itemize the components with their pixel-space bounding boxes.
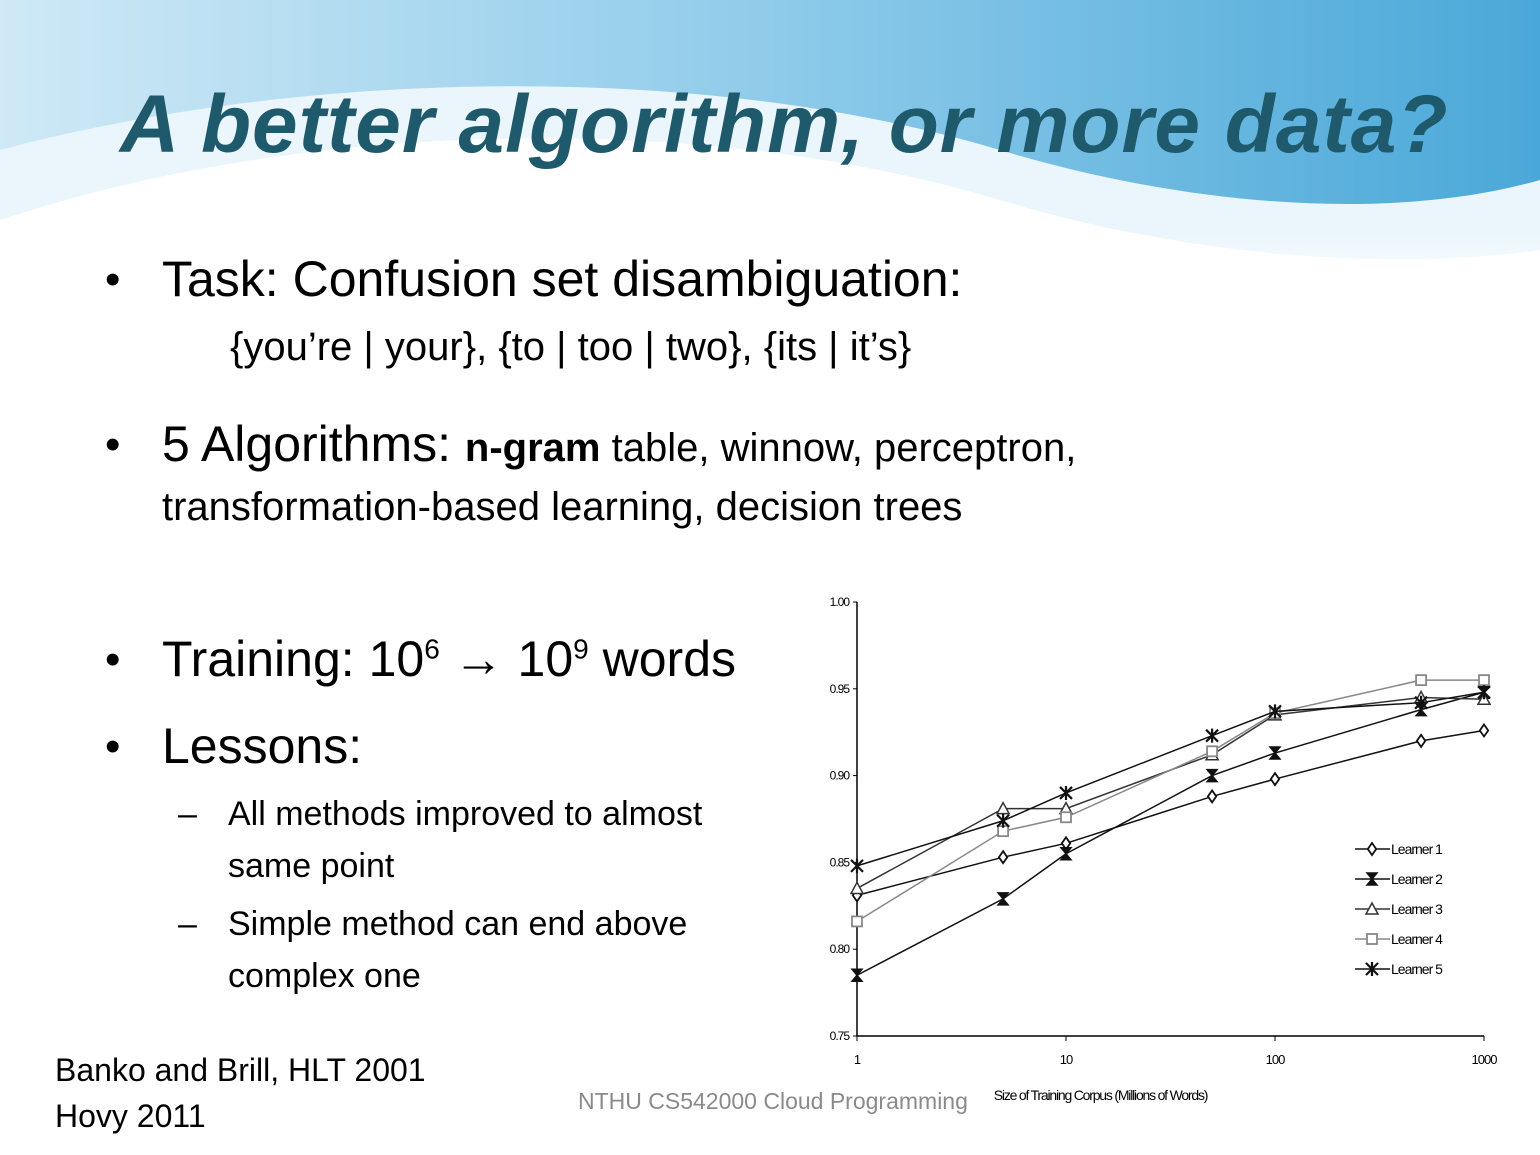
y-tick-label: 1.00 <box>830 595 851 609</box>
slide-title: A better algorithm, or more data? <box>120 79 1449 170</box>
citation-1: Banko and Brill, HLT 2001 <box>55 1052 426 1088</box>
square-marker <box>1206 745 1218 758</box>
diamond-marker <box>1206 788 1218 805</box>
training-prefix: Training: 10 <box>162 631 425 687</box>
legend-label: Learner 1 <box>1391 841 1443 857</box>
square-marker <box>1366 933 1378 945</box>
diamond-marker <box>997 849 1009 865</box>
y-tick-label: 0.85 <box>830 855 851 869</box>
bullet-algorithms: 5 Algorithms: n-gram table, winnow, perc… <box>162 415 1076 473</box>
bullet-task: Task: Confusion set disambiguation: <box>162 251 963 307</box>
series-line <box>856 691 1485 976</box>
star-marker <box>996 813 1010 828</box>
bullet-lessons: Lessons: <box>162 718 363 774</box>
bullet-glyph: • <box>105 722 121 771</box>
hourglass-marker <box>996 892 1010 906</box>
x-tick-label: 1000 <box>1472 1052 1498 1067</box>
series-5: Learner 5 <box>850 685 1491 977</box>
hourglass-marker <box>1205 768 1219 783</box>
lesson-1-line2: same point <box>228 847 395 885</box>
series-line <box>856 696 1485 890</box>
star-marker <box>1414 695 1428 710</box>
diamond-marker <box>1366 841 1378 857</box>
star-marker <box>1365 962 1379 976</box>
legend-label: Learner 4 <box>1391 931 1443 947</box>
x-tick-label: 1 <box>854 1052 861 1067</box>
series-line <box>856 679 1484 923</box>
algorithms-prefix: 5 Algorithms: <box>162 416 465 472</box>
header-wave-background <box>0 0 1540 300</box>
star-marker <box>1477 685 1491 700</box>
training-arrow: → 10 <box>439 631 574 687</box>
star-marker <box>850 858 864 873</box>
x-axis-label: Size of Training Corpus (Millions of Wor… <box>994 1087 1208 1103</box>
y-tick-label: 0.90 <box>830 769 851 783</box>
dash-glyph: – <box>178 905 197 943</box>
bullet-algorithms-line2: transformation-based learning, decision … <box>162 485 963 529</box>
training-exp2: 9 <box>573 633 589 665</box>
y-tick-label: 0.95 <box>830 682 851 696</box>
training-suffix: words <box>588 631 737 687</box>
hourglass-marker <box>1059 846 1073 861</box>
accuracy-line-chart: 0.75 0.80 0.85 0.90 0.95 1.00 1 10 100 1000 Size o… <box>830 595 1499 1103</box>
diamond-marker <box>1415 733 1427 749</box>
bullet-glyph: • <box>105 255 121 304</box>
series-line <box>856 729 1485 897</box>
star-marker <box>1059 785 1073 800</box>
square-marker <box>1478 674 1490 687</box>
star-marker <box>1268 704 1282 719</box>
lesson-1-line1: All methods improved to almost <box>228 795 703 833</box>
training-exp1: 6 <box>424 633 440 665</box>
series-1: Learner 1 <box>851 722 1490 903</box>
algorithms-bold: n-gram <box>464 426 601 470</box>
x-tick-label: 100 <box>1266 1052 1285 1067</box>
y-tick-label: 0.75 <box>830 1029 851 1043</box>
triangle-marker <box>849 880 865 895</box>
triangle-marker <box>1364 901 1380 915</box>
lesson-2-line2: complex one <box>228 957 421 995</box>
square-marker <box>1060 811 1072 824</box>
legend-label: Learner 2 <box>1391 871 1443 887</box>
legend-label: Learner 3 <box>1391 901 1443 917</box>
lesson-2-line1: Simple method can end above <box>228 905 688 943</box>
slide-footer: NTHU CS542000 Cloud Programming <box>578 1088 968 1114</box>
bullet-training: Training: 106 → 109 words <box>162 630 736 688</box>
bullet-glyph: • <box>105 635 121 684</box>
diamond-marker <box>1478 722 1490 739</box>
bullet-glyph: • <box>105 420 121 469</box>
citation-2: Hovy 2011 <box>55 1098 206 1134</box>
star-marker <box>1205 728 1219 743</box>
hourglass-marker <box>850 968 864 982</box>
hourglass-marker <box>1365 872 1379 886</box>
algorithms-rest: table, winnow, perceptron, <box>600 426 1077 470</box>
dash-glyph: – <box>178 795 197 833</box>
triangle-marker <box>995 801 1011 815</box>
diamond-marker <box>1269 771 1281 787</box>
square-marker <box>1415 674 1427 687</box>
square-marker <box>851 915 863 928</box>
bullet-task-sub: {you’re | your}, {to | too | two}, {its … <box>230 325 912 369</box>
y-tick-label: 0.80 <box>830 942 851 956</box>
legend-label: Learner 5 <box>1391 961 1443 977</box>
x-tick-label: 10 <box>1060 1052 1073 1067</box>
hourglass-marker <box>1268 746 1282 760</box>
